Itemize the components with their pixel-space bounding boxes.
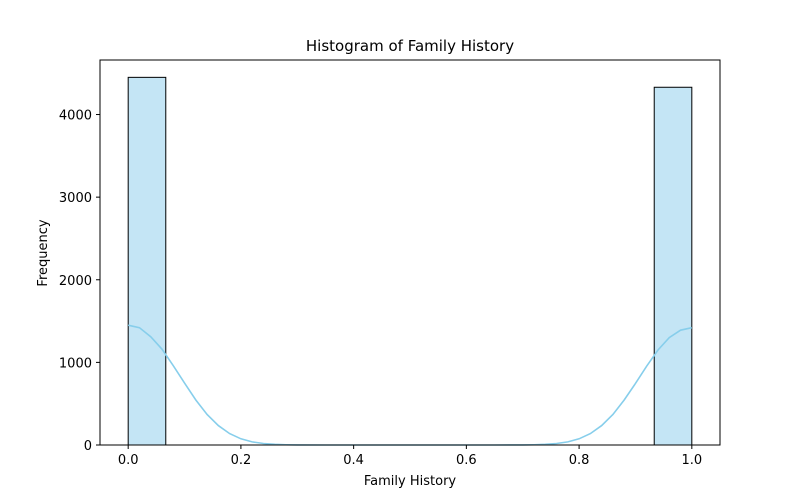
y-tick-label: 2000 [59,274,92,289]
y-axis-ticks: 0 1000 2000 3000 4000 [59,109,100,454]
bars-group [127,76,693,446]
histogram-bar-1 [653,86,693,446]
histogram-bar-0 [127,76,167,446]
y-tick-label: 1000 [59,356,92,371]
x-tick-label: 0.6 [456,453,477,468]
y-tick-label: 4000 [59,109,92,124]
plot-frame [99,59,721,446]
y-tick-label: 3000 [59,191,92,206]
kde-line [128,324,692,446]
y-tick-label: 0 [84,439,92,454]
x-axis-ticks: 0.0 0.2 0.4 0.6 0.8 1.0 [118,445,702,468]
kde-group [128,324,692,446]
chart-title: Histogram of Family History [306,37,514,55]
x-tick-label: 0.8 [569,453,590,468]
x-tick-label: 1.0 [681,453,702,468]
x-tick-label: 0.4 [343,453,364,468]
x-tick-label: 0.0 [118,453,139,468]
x-tick-label: 0.2 [231,453,252,468]
y-axis-label: Frequency [36,219,51,286]
x-axis-label: Family History [364,474,457,489]
